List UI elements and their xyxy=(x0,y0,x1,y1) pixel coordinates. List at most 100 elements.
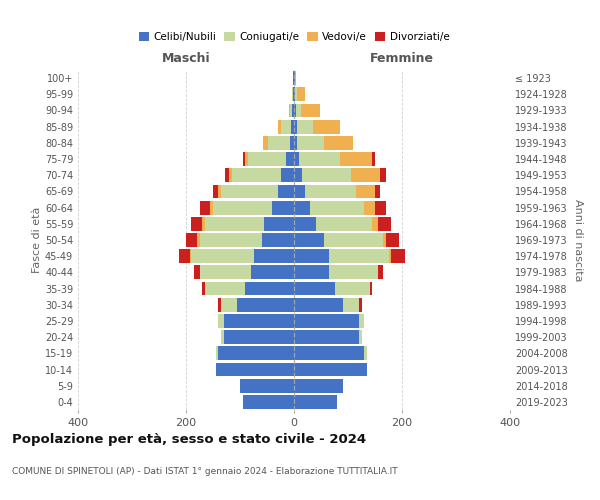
Bar xyxy=(289,104,290,118)
Bar xyxy=(295,88,296,101)
Bar xyxy=(305,184,356,198)
Bar xyxy=(294,168,302,182)
Bar xyxy=(286,152,294,166)
Bar xyxy=(281,168,294,182)
Y-axis label: Anni di nascita: Anni di nascita xyxy=(573,198,583,281)
Bar xyxy=(296,104,301,118)
Bar xyxy=(294,120,296,134)
Bar xyxy=(190,250,191,263)
Bar xyxy=(199,266,251,280)
Bar xyxy=(359,314,364,328)
Bar xyxy=(290,104,292,118)
Bar xyxy=(372,152,375,166)
Bar xyxy=(224,330,294,344)
Bar xyxy=(240,379,294,392)
Text: Femmine: Femmine xyxy=(370,52,434,65)
Bar xyxy=(251,266,294,280)
Bar xyxy=(221,298,238,312)
Bar xyxy=(281,120,292,134)
Bar xyxy=(294,217,316,230)
Bar xyxy=(248,152,286,166)
Bar xyxy=(294,71,295,85)
Bar xyxy=(243,152,245,166)
Bar xyxy=(329,266,378,280)
Bar xyxy=(191,250,254,263)
Bar xyxy=(294,362,367,376)
Bar xyxy=(313,120,340,134)
Bar xyxy=(290,136,294,149)
Bar xyxy=(216,346,218,360)
Bar xyxy=(218,298,221,312)
Bar xyxy=(232,168,281,182)
Bar xyxy=(294,200,310,214)
Bar xyxy=(294,104,296,118)
Bar xyxy=(294,266,329,280)
Bar xyxy=(294,233,324,247)
Text: COMUNE DI SPINETOLI (AP) - Dati ISTAT 1° gennaio 2024 - Elaborazione TUTTITALIA.: COMUNE DI SPINETOLI (AP) - Dati ISTAT 1°… xyxy=(12,468,398,476)
Bar xyxy=(372,217,378,230)
Legend: Celibi/Nubili, Coniugati/e, Vedovi/e, Divorziati/e: Celibi/Nubili, Coniugati/e, Vedovi/e, Di… xyxy=(134,28,454,46)
Bar xyxy=(316,217,372,230)
Bar xyxy=(216,362,294,376)
Bar xyxy=(292,120,294,134)
Bar xyxy=(301,104,320,118)
Bar xyxy=(386,233,400,247)
Bar xyxy=(364,200,375,214)
Bar xyxy=(278,184,294,198)
Bar xyxy=(262,233,294,247)
Bar xyxy=(293,71,294,85)
Text: Popolazione per età, sesso e stato civile - 2024: Popolazione per età, sesso e stato civil… xyxy=(12,432,366,446)
Y-axis label: Fasce di età: Fasce di età xyxy=(32,207,42,273)
Bar xyxy=(179,250,190,263)
Bar xyxy=(391,250,404,263)
Bar xyxy=(294,298,343,312)
Bar xyxy=(278,120,281,134)
Bar xyxy=(242,395,294,409)
Bar xyxy=(194,266,199,280)
Bar xyxy=(191,217,202,230)
Bar xyxy=(335,282,370,296)
Bar xyxy=(389,250,391,263)
Bar xyxy=(364,346,367,360)
Bar xyxy=(295,71,296,85)
Bar xyxy=(218,346,294,360)
Bar xyxy=(294,250,329,263)
Bar xyxy=(294,379,343,392)
Bar xyxy=(296,120,313,134)
Bar xyxy=(370,282,372,296)
Bar xyxy=(324,136,353,149)
Bar xyxy=(383,233,386,247)
Bar xyxy=(294,136,296,149)
Bar xyxy=(200,233,262,247)
Bar xyxy=(213,200,272,214)
Bar xyxy=(218,314,224,328)
Bar xyxy=(294,152,299,166)
Bar xyxy=(202,217,205,230)
Bar xyxy=(380,168,386,182)
Bar xyxy=(375,200,386,214)
Bar xyxy=(202,282,205,296)
Bar xyxy=(221,330,224,344)
Bar xyxy=(356,184,375,198)
Bar xyxy=(294,184,305,198)
Bar xyxy=(186,233,197,247)
Bar xyxy=(263,136,268,149)
Bar xyxy=(272,200,294,214)
Bar xyxy=(199,200,211,214)
Bar xyxy=(225,168,229,182)
Bar xyxy=(350,168,380,182)
Bar xyxy=(205,282,245,296)
Bar xyxy=(378,217,391,230)
Bar xyxy=(324,233,383,247)
Bar xyxy=(293,88,294,101)
Bar xyxy=(221,184,278,198)
Bar xyxy=(296,88,305,101)
Bar xyxy=(329,250,389,263)
Bar xyxy=(294,346,364,360)
Bar xyxy=(292,88,293,101)
Bar xyxy=(310,200,364,214)
Bar xyxy=(218,184,221,198)
Bar xyxy=(294,282,335,296)
Bar xyxy=(229,168,232,182)
Bar xyxy=(378,266,383,280)
